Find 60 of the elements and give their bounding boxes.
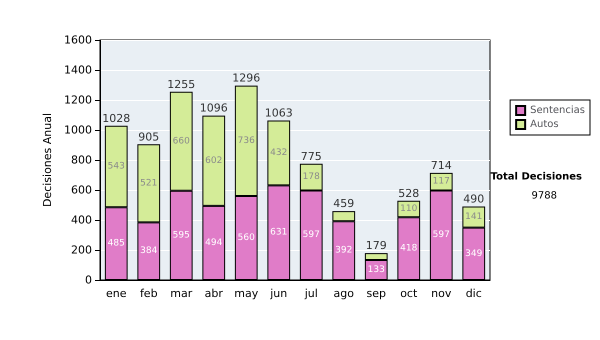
- total-label: 1028: [102, 112, 130, 125]
- x-tick-label: nov: [431, 287, 452, 300]
- data-label: 736: [238, 136, 256, 146]
- total-label: 490: [463, 192, 484, 206]
- data-label: 660: [172, 136, 190, 146]
- total-label: 1096: [200, 102, 228, 115]
- data-label: 597: [302, 230, 320, 240]
- total-label: 179: [366, 239, 387, 252]
- total-label: 905: [138, 130, 160, 144]
- x-tick-label: jul: [304, 287, 318, 300]
- y-tick-label: 1200: [64, 94, 92, 106]
- total-label: 714: [430, 158, 452, 172]
- total-label: 1063: [264, 106, 293, 120]
- y-tick-label: 400: [71, 214, 92, 226]
- total-label: 528: [398, 186, 420, 200]
- data-label: 432: [270, 148, 288, 158]
- y-tick-label: 1600: [64, 34, 92, 46]
- x-tick-label: jun: [269, 287, 288, 300]
- data-label: 178: [302, 172, 320, 182]
- y-tick-label: 800: [71, 154, 92, 166]
- text: Total Decisiones: [490, 172, 582, 182]
- data-label: 602: [205, 156, 222, 166]
- total-label: 775: [300, 150, 322, 163]
- data-label: 597: [432, 230, 450, 240]
- total-label: 1255: [167, 78, 196, 91]
- total-label: 459: [333, 197, 354, 210]
- text: 9788: [532, 190, 558, 202]
- data-label: 133: [368, 265, 385, 276]
- x-tick-label: ago: [334, 287, 354, 300]
- x-tick-label: oct: [400, 287, 418, 300]
- data-label: 494: [205, 238, 223, 248]
- data-label: 560: [238, 233, 256, 243]
- y-tick-label: 200: [71, 244, 92, 256]
- x-tick-label: sep: [366, 287, 386, 300]
- data-label: 349: [465, 248, 483, 259]
- x-tick-label: abr: [204, 287, 224, 300]
- legend-label: Sentencias: [530, 105, 586, 116]
- data-label: 521: [140, 178, 158, 188]
- data-label: 485: [108, 238, 125, 249]
- x-tick-label: ene: [106, 287, 127, 300]
- y-tick-label: 0: [85, 274, 92, 286]
- total-label: 1296: [232, 72, 260, 85]
- x-tick-label: may: [234, 287, 259, 300]
- x-tick-label: feb: [140, 287, 158, 300]
- y-axis-title: Decisiones Anual: [41, 112, 54, 208]
- data-label: 384: [140, 246, 158, 256]
- y-tick-label: 1000: [64, 124, 92, 136]
- data-label: 141: [465, 212, 482, 222]
- x-tick-label: dic: [466, 287, 482, 300]
- legend-label: Autos: [530, 119, 559, 130]
- data-label: 117: [432, 176, 450, 187]
- data-label: 543: [108, 162, 125, 172]
- x-tick-label: mar: [170, 287, 193, 300]
- data-label: 595: [172, 230, 190, 240]
- data-label: 110: [400, 204, 418, 214]
- data-label: 631: [270, 228, 288, 238]
- y-tick-label: 600: [71, 184, 92, 196]
- data-label: 392: [335, 246, 352, 256]
- data-label: 418: [400, 244, 418, 254]
- y-tick-label: 1400: [64, 64, 92, 76]
